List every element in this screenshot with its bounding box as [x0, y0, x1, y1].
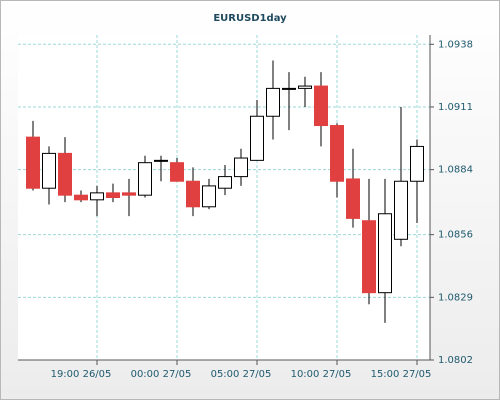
candle-body [186, 180, 200, 208]
chart-title: EURUSD1day [213, 13, 287, 24]
y-tick-label: 1.0802 [438, 355, 473, 366]
candle-body [266, 87, 280, 117]
candle-body [410, 145, 424, 182]
y-tick-label: 1.0938 [438, 39, 473, 50]
candle-body [138, 162, 152, 196]
candle-body [170, 162, 184, 182]
y-tick-label: 1.0856 [438, 230, 473, 241]
candle-body [282, 87, 296, 90]
candle-body [74, 194, 88, 201]
candle-body [378, 213, 392, 294]
candle-body [26, 136, 40, 189]
candle-body [106, 192, 120, 199]
x-tick-label: 15:00 27/05 [371, 369, 432, 380]
candle-body [218, 176, 232, 189]
x-tick-label: 10:00 27/05 [291, 369, 352, 380]
candle-body [298, 85, 312, 89]
x-tick-label: 05:00 27/05 [211, 369, 272, 380]
candle-body [394, 180, 408, 240]
candle-body [42, 152, 56, 189]
candle-body [58, 152, 72, 196]
candle-body [90, 192, 104, 201]
y-tick-label: 1.0829 [438, 292, 473, 303]
candle-body [346, 178, 360, 219]
candle-body [362, 220, 376, 294]
candle-body [250, 115, 264, 161]
y-tick-label: 1.0911 [438, 102, 473, 113]
x-tick-label: 19:00 26/05 [51, 369, 112, 380]
candle-body [234, 157, 248, 178]
candle-body [314, 85, 328, 127]
candle-body [330, 125, 344, 182]
candle-body [154, 159, 168, 162]
x-tick-label: 00:00 27/05 [131, 369, 192, 380]
candle-body [122, 192, 136, 196]
y-tick-label: 1.0884 [438, 165, 473, 176]
candle-body [202, 185, 216, 208]
